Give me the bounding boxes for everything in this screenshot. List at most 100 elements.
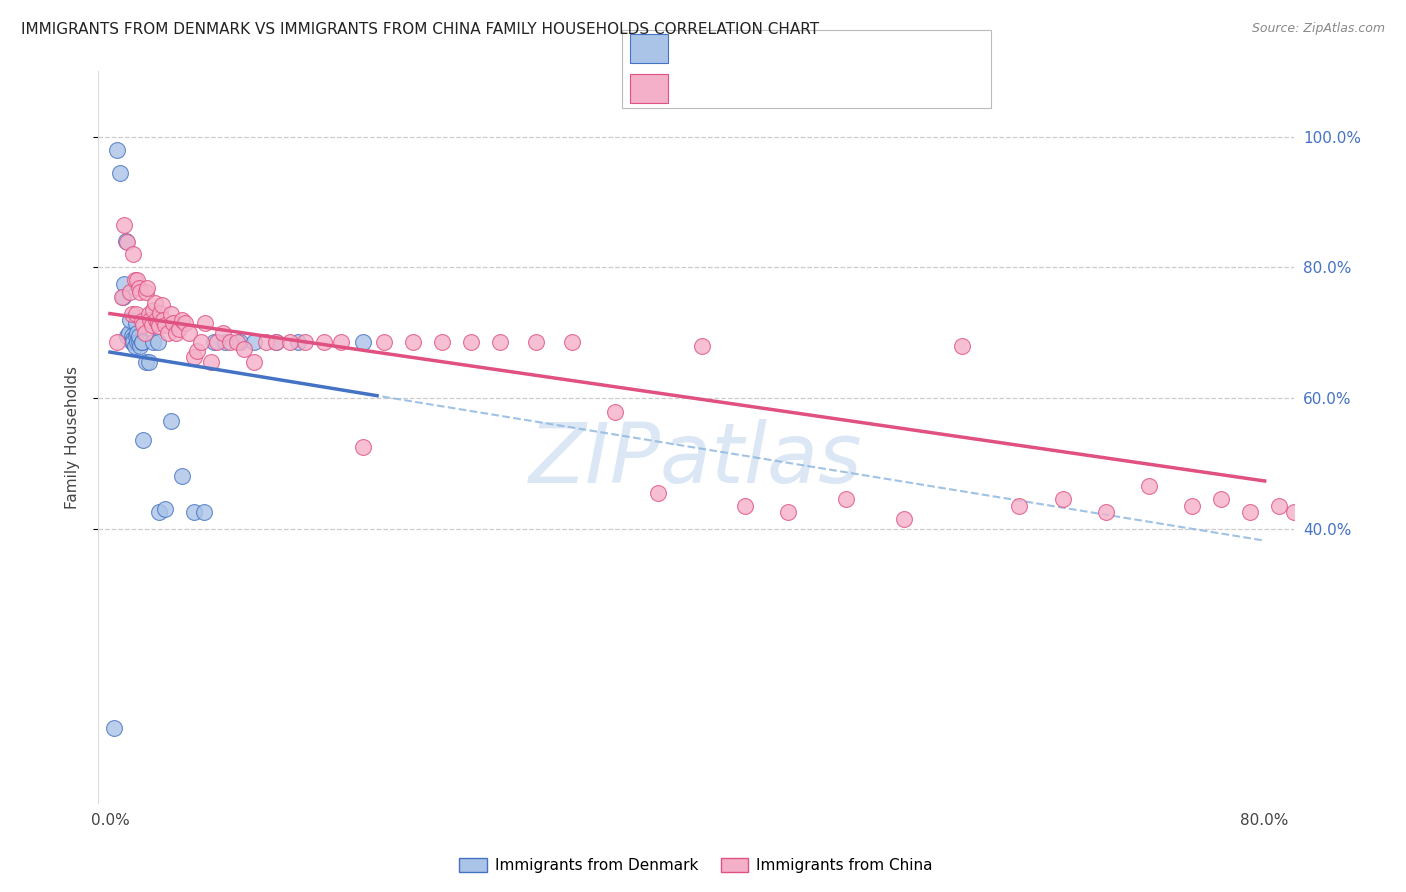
Point bbox=[312, 335, 335, 350]
Point bbox=[352, 335, 374, 350]
Point bbox=[264, 335, 287, 350]
Point bbox=[112, 218, 135, 232]
Point bbox=[127, 335, 149, 350]
Point bbox=[131, 335, 153, 350]
Point bbox=[135, 355, 157, 369]
Point bbox=[167, 322, 190, 336]
Point bbox=[226, 335, 249, 350]
Point bbox=[1008, 499, 1031, 513]
Point bbox=[1239, 505, 1261, 519]
Point bbox=[202, 335, 225, 350]
Point bbox=[1268, 499, 1291, 513]
Point bbox=[117, 235, 139, 250]
Point bbox=[153, 502, 176, 516]
Point bbox=[172, 469, 194, 483]
Point bbox=[1282, 505, 1305, 519]
FancyBboxPatch shape bbox=[630, 74, 668, 103]
Point bbox=[156, 326, 179, 340]
Point bbox=[200, 355, 222, 369]
Point bbox=[561, 335, 583, 350]
Point bbox=[524, 335, 547, 350]
Point bbox=[287, 335, 309, 350]
Point bbox=[111, 290, 134, 304]
Point bbox=[183, 505, 205, 519]
Point bbox=[143, 296, 166, 310]
Point bbox=[205, 335, 228, 350]
Legend: Immigrants from Denmark, Immigrants from China: Immigrants from Denmark, Immigrants from… bbox=[453, 852, 939, 880]
Point bbox=[778, 505, 800, 519]
Point bbox=[152, 312, 174, 326]
Point bbox=[1052, 492, 1074, 507]
Point bbox=[1137, 479, 1160, 493]
Point bbox=[159, 307, 181, 321]
Point bbox=[110, 290, 132, 304]
Point bbox=[605, 405, 627, 419]
Point bbox=[1095, 505, 1118, 519]
Point bbox=[105, 335, 128, 350]
Text: N =: N = bbox=[858, 40, 894, 58]
Point bbox=[131, 335, 153, 350]
Text: R =: R = bbox=[683, 78, 720, 96]
Point bbox=[835, 492, 858, 507]
Point bbox=[373, 335, 395, 350]
Point bbox=[141, 318, 163, 332]
Point bbox=[120, 285, 142, 299]
Text: R =: R = bbox=[683, 40, 720, 58]
Point bbox=[402, 335, 425, 350]
Point bbox=[131, 314, 153, 328]
Point bbox=[264, 335, 287, 350]
Point bbox=[1312, 499, 1334, 513]
FancyBboxPatch shape bbox=[623, 30, 991, 108]
Point bbox=[294, 335, 316, 350]
Point bbox=[254, 335, 277, 350]
Point bbox=[132, 318, 155, 332]
Point bbox=[214, 335, 236, 350]
Point bbox=[117, 329, 139, 343]
Y-axis label: Family Households: Family Households bbox=[65, 366, 80, 508]
Point bbox=[233, 342, 256, 356]
Point bbox=[488, 335, 510, 350]
Point bbox=[125, 329, 148, 343]
Point bbox=[179, 326, 201, 340]
Point bbox=[174, 316, 197, 330]
Text: Source: ZipAtlas.com: Source: ZipAtlas.com bbox=[1251, 22, 1385, 36]
Point bbox=[172, 312, 194, 326]
Point bbox=[430, 335, 453, 350]
Point bbox=[121, 329, 143, 343]
Point bbox=[352, 440, 374, 454]
Point bbox=[218, 335, 240, 350]
Point bbox=[125, 307, 148, 321]
Point bbox=[149, 306, 172, 320]
Point bbox=[950, 339, 973, 353]
Point bbox=[108, 165, 131, 179]
Text: 82: 82 bbox=[915, 78, 938, 96]
Point bbox=[121, 307, 143, 321]
Point bbox=[460, 335, 482, 350]
Point bbox=[193, 505, 215, 519]
Point bbox=[132, 434, 155, 448]
Point bbox=[128, 281, 150, 295]
Point bbox=[893, 512, 915, 526]
Point bbox=[124, 273, 146, 287]
Point bbox=[690, 339, 713, 353]
Point bbox=[159, 414, 181, 428]
Point bbox=[105, 143, 128, 157]
Point bbox=[122, 335, 145, 350]
Point bbox=[134, 326, 156, 340]
Point bbox=[148, 505, 170, 519]
Point bbox=[125, 316, 148, 330]
Point bbox=[162, 316, 184, 330]
Point bbox=[142, 302, 165, 317]
FancyBboxPatch shape bbox=[630, 35, 668, 63]
Text: N =: N = bbox=[858, 78, 894, 96]
Text: 0.171: 0.171 bbox=[740, 78, 793, 96]
Text: ZIPatlas: ZIPatlas bbox=[529, 418, 863, 500]
Text: IMMIGRANTS FROM DENMARK VS IMMIGRANTS FROM CHINA FAMILY HOUSEHOLDS CORRELATION C: IMMIGRANTS FROM DENMARK VS IMMIGRANTS FR… bbox=[21, 22, 820, 37]
Point bbox=[1211, 492, 1233, 507]
Point bbox=[138, 355, 160, 369]
Point bbox=[122, 332, 145, 346]
Point bbox=[127, 326, 149, 340]
Point bbox=[1296, 492, 1319, 507]
Point bbox=[127, 273, 149, 287]
Point bbox=[146, 335, 169, 350]
